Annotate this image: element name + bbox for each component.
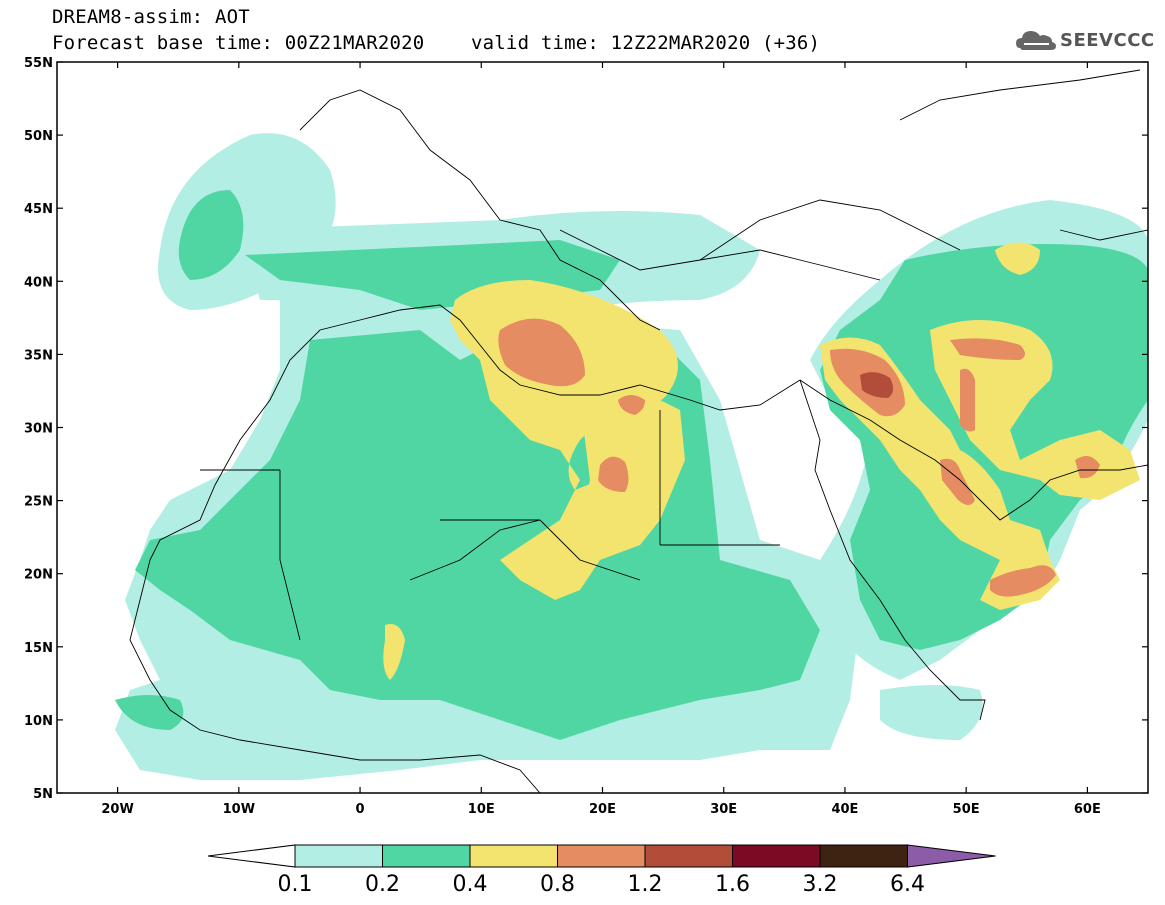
lon-tick-label: 20W [101,802,133,817]
lon-tick-label: 60E [1074,802,1101,817]
colorbar: 0.1 0.2 0.4 0.8 1.2 1.6 3.2 6.4 [207,844,996,897]
colorbar-lower-arrow [207,844,296,868]
lat-tick-label: 45N [24,202,53,217]
colorbar-level-label: 0.4 [453,872,488,897]
lat-tick-label: 5N [33,787,53,802]
lat-tick-label: 15N [24,641,53,656]
colorbar-level-label: 3.2 [803,872,838,897]
colorbar-segment [294,844,383,868]
colorbar-segment [469,844,558,868]
colorbar-level-label: 1.6 [715,872,750,897]
title-line-1: DREAM8-assim: AOT [52,6,250,28]
lat-tick-label: 10N [24,714,53,729]
lat-tick-label: 30N [24,422,53,437]
lon-tick-label: 50E [953,802,980,817]
coastlines [129,69,1148,793]
colorbar-segment [732,844,821,868]
lat-tick-label: 35N [24,348,53,363]
title-line-2: Forecast base time: 00Z21MAR2020 valid t… [52,32,820,54]
cloud-logo-icon [1016,31,1056,50]
lon-tick-label: 40E [831,802,858,817]
colorbar-segment [819,844,908,868]
lat-tick-label: 40N [24,275,53,290]
lat-tick-label: 25N [24,495,53,510]
lon-tick-label: 10E [468,802,495,817]
forecast-base-time: Forecast base time: 00Z21MAR2020 [52,32,425,54]
lon-tick-label: 30E [710,802,737,817]
latitude-axis: 55N 50N 45N 40N 35N 30N 25N 20N 15N 10N 5N [24,56,1148,802]
aot-contours [115,133,1148,780]
valid-time: valid time: 12Z22MAR2020 (+36) [471,32,821,54]
longitude-axis: 20W 10W 0 10E 20E 30E 40E 50E 60E [101,62,1101,817]
colorbar-upper-arrow [907,844,996,868]
colorbar-level-label: 6.4 [890,872,925,897]
colorbar-segment [557,844,646,868]
lon-tick-label: 20E [589,802,616,817]
colorbar-level-label: 0.2 [365,872,400,897]
lat-tick-label: 20N [24,568,53,583]
aot-level-1-2 [860,372,894,398]
lon-tick-label: 10W [223,802,255,817]
lon-tick-label: 0 [356,802,365,817]
colorbar-level-label: 0.1 [278,872,313,897]
colorbar-level-label: 0.8 [540,872,575,897]
logo-text: SEEVCCC [1060,30,1155,51]
lat-tick-label: 55N [24,56,53,71]
lat-tick-label: 50N [24,129,53,144]
colorbar-level-label: 1.2 [628,872,663,897]
colorbar-segment [644,844,733,868]
colorbar-segment [382,844,471,868]
